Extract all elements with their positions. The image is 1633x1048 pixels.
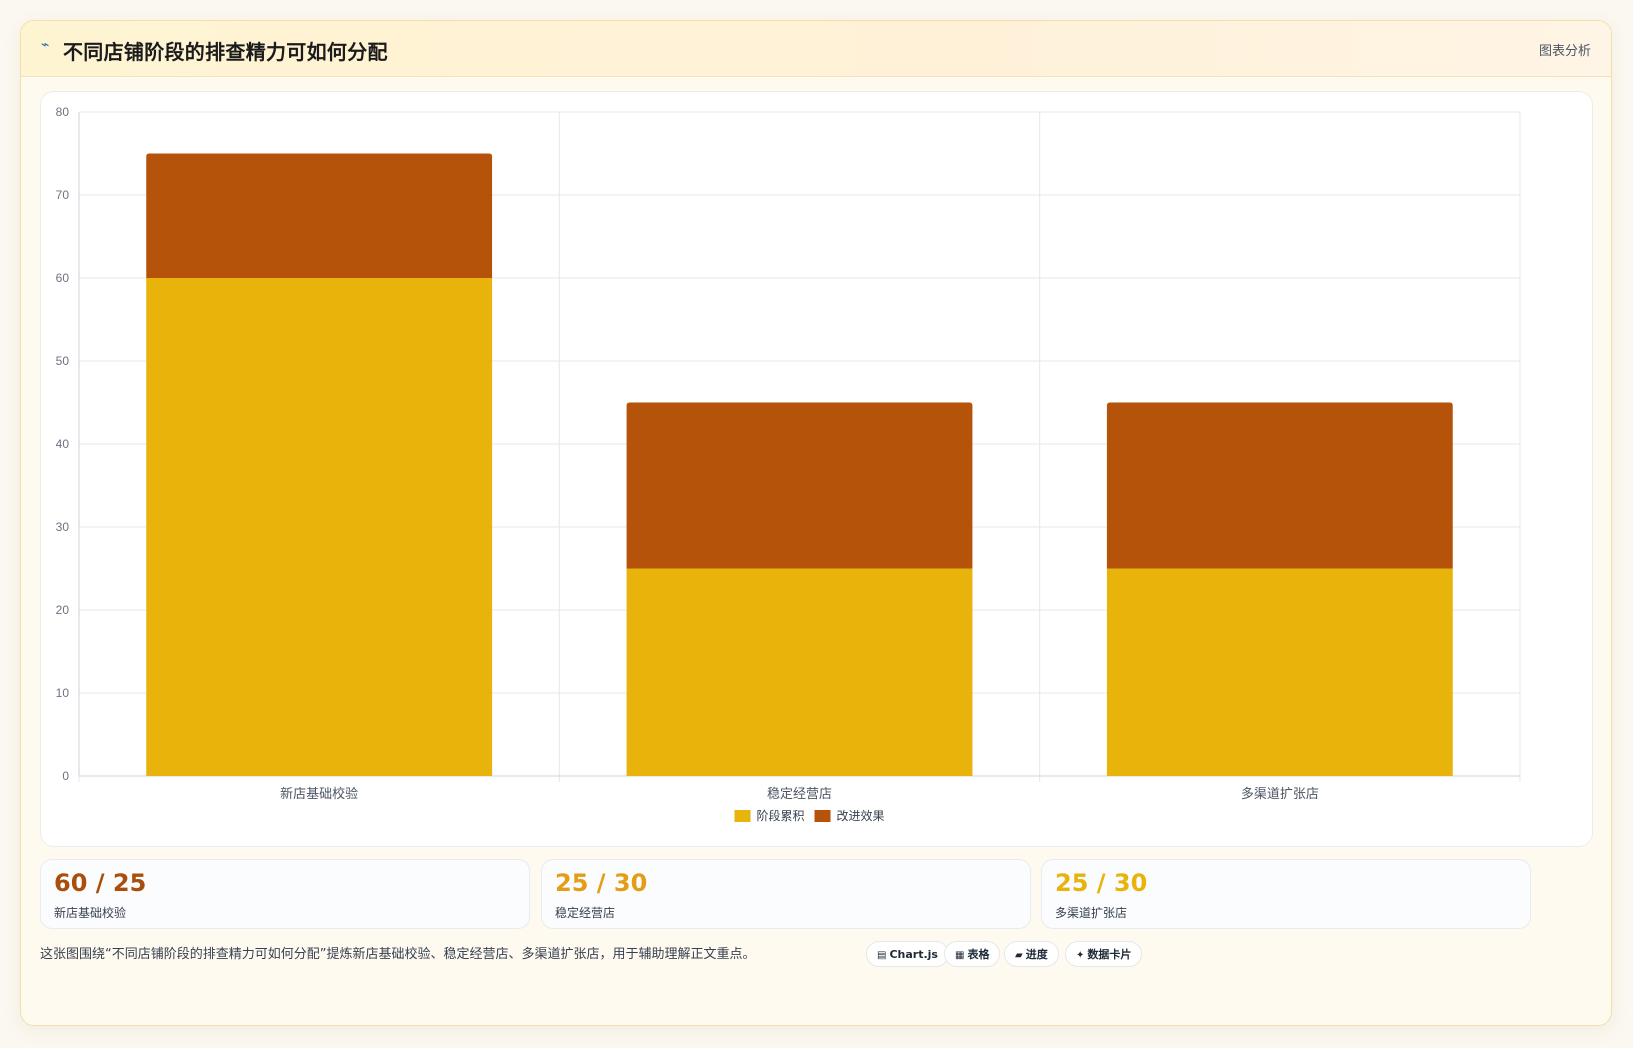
bar-improvement-effect [146,153,493,278]
bar-improvement-effect [1106,402,1453,569]
chip-label: 表格 [967,948,990,961]
table-icon: ▦ [955,950,965,961]
legend-swatch [814,810,831,822]
legend-swatch [734,810,751,822]
x-tick-label: 多渠道扩张店 [1241,786,1319,801]
chart-icon: ▤ [877,950,887,961]
chip-label: 进度 [1025,948,1048,961]
chip-label: Chart.js [889,948,938,961]
progress-icon: ▰ [1015,950,1023,961]
chip-label: 数据卡片 [1087,948,1132,961]
page-title: 不同店铺阶段的排查精力可如何分配 [63,40,388,64]
chart-type-label: 图表分析 [1538,44,1591,59]
y-tick-label: 80 [56,105,70,119]
bar-stage-accumulated [626,568,973,776]
card-icon: ✦ [1076,950,1085,961]
y-tick-label: 30 [56,520,70,534]
y-tick-label: 60 [56,271,70,285]
x-tick-label: 稳定经营店 [767,786,832,801]
x-tick-label: 新店基础校验 [280,786,358,801]
chip-table[interactable]: ▦ 表格 [944,941,1001,967]
bar-stage-accumulated [146,278,493,776]
stat-value: 25 / 30 [1055,869,1148,897]
chart-caption: 这张图围绕“不同店铺阶段的排查精力可如何分配”提炼新店基础校验、稳定经营店、多渠… [40,947,756,962]
legend-label: 改进效果 [837,808,885,823]
panel-header: ⌁ 不同店铺阶段的排查精力可如何分配 图表分析 [21,21,1611,77]
chart-card: 0 10 20 30 40 50 60 70 80 新店基础校验 稳定经营店 多渠道扩张店阶段累积 改进… [40,91,1593,847]
bar-improvement-effect [626,402,973,569]
bar-stage-accumulated [1106,568,1453,776]
chart-panel: ⌁ 不同店铺阶段的排查精力可如何分配 图表分析 0 10 20 30 40 50 60 70 8… [20,20,1612,1026]
y-tick-label: 40 [56,437,70,451]
y-tick-label: 20 [56,603,70,617]
y-tick-label: 0 [62,769,69,783]
chip-progress[interactable]: ▰ 进度 [1004,941,1059,967]
stat-value: 25 / 30 [555,869,648,897]
chip-data-card[interactable]: ✦ 数据卡片 [1065,941,1143,967]
legend-label: 阶段累积 [757,808,805,823]
stat-card-multichannel-store: 25 / 30 多渠道扩张店 [1041,859,1531,929]
chip-chartjs[interactable]: ▤ Chart.js [866,941,949,967]
y-tick-label: 50 [56,354,70,368]
stat-label: 新店基础校验 [54,906,127,920]
stat-label: 稳定经营店 [555,906,616,920]
stat-label: 多渠道扩张店 [1055,906,1128,920]
stat-card-stable-store: 25 / 30 稳定经营店 [541,859,1031,929]
stat-value: 60 / 25 [54,869,147,897]
y-tick-label: 70 [56,188,70,202]
stat-card-new-store: 60 / 25 新店基础校验 [40,859,530,929]
stat-cards: 60 / 25 新店基础校验 25 / 30 稳定经营店 25 / 30 多渠道… [40,859,1593,929]
trend-icon: ⌁ [41,37,50,53]
y-tick-label: 10 [56,686,70,700]
